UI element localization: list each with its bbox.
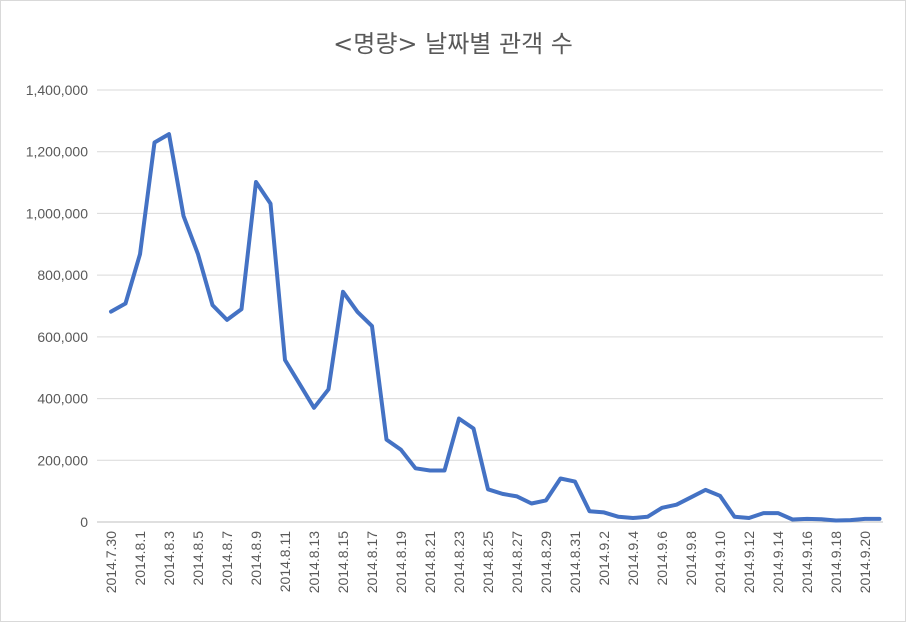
x-tick-label: 2014.9.8 [683, 531, 699, 586]
x-tick-label: 2014.9.4 [625, 531, 641, 586]
y-tick-label: 800,000 [37, 267, 88, 283]
x-tick-label: 2014.8.9 [248, 531, 264, 586]
x-tick-label: 2014.8.17 [364, 531, 380, 593]
x-axis-labels: 2014.7.30 2014.8.1 2014.8.3 2014.8.5 2014.8.… [103, 531, 873, 594]
x-tick-label: 2014.8.27 [509, 531, 525, 593]
y-tick-label: 600,000 [37, 329, 88, 345]
x-tick-label: 2014.8.5 [190, 531, 206, 586]
series-line-0 [109, 132, 882, 523]
x-tick-label: 2014.9.16 [799, 531, 815, 593]
x-tick-label: 2014.7.30 [103, 531, 119, 593]
x-tick-label: 2014.9.2 [596, 531, 612, 586]
x-tick-label: 2014.8.31 [567, 531, 583, 593]
y-tick-label: 200,000 [37, 452, 88, 468]
x-tick-label: 2014.8.15 [335, 531, 351, 593]
x-tick-label: 2014.8.1 [132, 531, 148, 586]
series-layer [109, 132, 882, 523]
x-tick-label: 2014.8.23 [451, 531, 467, 593]
y-tick-label: 400,000 [37, 391, 88, 407]
chart-title: <명량> 날짜별 관객 수 [333, 30, 573, 58]
y-axis-labels: 0 200,000 400,000 600,000 800,000 1,000,000 1,… [26, 82, 89, 530]
x-tick-label: 2014.9.10 [712, 531, 728, 593]
y-tick-label: 1,200,000 [26, 144, 88, 160]
x-tick-label: 2014.8.11 [277, 531, 293, 592]
x-tick-label: 2014.9.12 [741, 531, 757, 593]
y-tick-label: 0 [80, 514, 88, 530]
x-tick-label: 2014.8.21 [422, 531, 438, 593]
gridlines [97, 89, 883, 523]
x-tick-label: 2014.8.19 [393, 531, 409, 593]
x-tick-label: 2014.9.6 [654, 531, 670, 586]
x-tick-label: 2014.8.3 [161, 531, 177, 586]
x-tick-label: 2014.9.14 [770, 531, 786, 593]
x-tick-label: 2014.9.20 [857, 531, 873, 593]
x-tick-label: 2014.8.25 [480, 531, 496, 593]
x-tick-label: 2014.8.13 [306, 531, 322, 593]
y-tick-label: 1,400,000 [26, 82, 88, 98]
x-tick-label: 2014.9.18 [828, 531, 844, 593]
x-tick-label: 2014.8.29 [538, 531, 554, 593]
y-tick-label: 1,000,000 [26, 205, 88, 221]
x-tick-label: 2014.8.7 [219, 531, 235, 586]
